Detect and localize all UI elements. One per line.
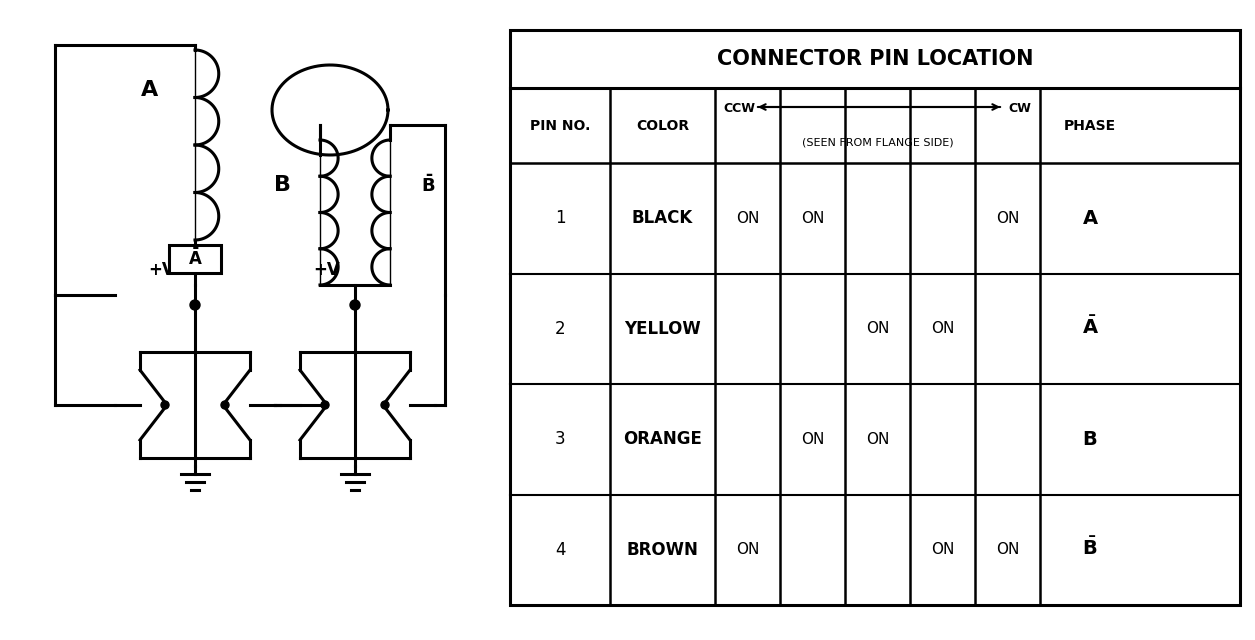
Text: B: B (274, 175, 290, 195)
Text: ORANGE: ORANGE (622, 430, 702, 448)
Text: BLACK: BLACK (631, 209, 693, 227)
Text: B: B (1083, 429, 1097, 449)
Text: $\mathbf{\bar{B}}$: $\mathbf{\bar{B}}$ (420, 174, 435, 196)
Text: PIN NO.: PIN NO. (530, 118, 590, 132)
Circle shape (190, 300, 200, 310)
Text: BROWN: BROWN (626, 541, 699, 559)
Text: 1: 1 (555, 209, 565, 227)
Text: $\mathbf{\bar{A}}$: $\mathbf{\bar{A}}$ (1082, 316, 1098, 338)
Text: $\mathbf{\bar{A}}$: $\mathbf{\bar{A}}$ (187, 247, 202, 269)
Text: $\mathbf{\bar{B}}$: $\mathbf{\bar{B}}$ (1082, 536, 1098, 559)
Text: ON: ON (735, 542, 759, 557)
Text: ON: ON (801, 432, 825, 447)
Circle shape (221, 401, 228, 409)
Text: ON: ON (931, 321, 954, 336)
Text: ON: ON (931, 542, 954, 557)
Text: A: A (142, 80, 158, 100)
Circle shape (161, 401, 169, 409)
Circle shape (350, 300, 360, 310)
Text: 2: 2 (555, 320, 565, 338)
Text: 4: 4 (555, 541, 565, 559)
Text: CCW: CCW (723, 102, 756, 115)
Text: CONNECTOR PIN LOCATION: CONNECTOR PIN LOCATION (717, 49, 1033, 69)
Text: ON: ON (866, 321, 890, 336)
Text: ON: ON (866, 432, 890, 447)
Text: COLOR: COLOR (636, 118, 689, 132)
Text: CW: CW (1008, 102, 1030, 115)
Bar (510, 30, 1240, 605)
Text: +V: +V (148, 261, 174, 279)
Text: 3: 3 (555, 430, 565, 448)
Circle shape (382, 401, 389, 409)
Bar (169, 245, 221, 273)
Text: ON: ON (995, 211, 1019, 226)
Text: ON: ON (735, 211, 759, 226)
Text: PHASE: PHASE (1064, 118, 1116, 132)
Text: (SEEN FROM FLANGE SIDE): (SEEN FROM FLANGE SIDE) (802, 138, 954, 148)
Text: ON: ON (801, 211, 825, 226)
Text: +V: +V (314, 261, 340, 279)
Text: A: A (1082, 209, 1098, 228)
Text: ON: ON (995, 542, 1019, 557)
Text: YELLOW: YELLOW (624, 320, 700, 338)
Circle shape (321, 401, 329, 409)
